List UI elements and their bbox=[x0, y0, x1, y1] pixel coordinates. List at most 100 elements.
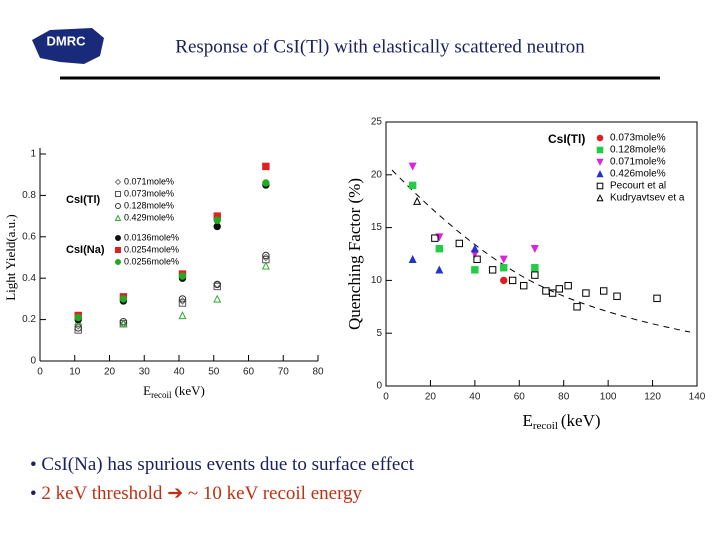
x-label-main: E bbox=[522, 411, 532, 430]
x-label-unit: (keV) bbox=[561, 411, 601, 430]
point bbox=[471, 266, 479, 274]
point bbox=[119, 295, 128, 303]
point bbox=[596, 194, 604, 202]
bullet-text: ~ 10 keV recoil energy bbox=[188, 483, 363, 504]
point bbox=[564, 281, 572, 290]
legend-label: 0.073mole% bbox=[124, 188, 174, 198]
bullet-text: 2 keV threshold bbox=[41, 483, 163, 504]
point bbox=[178, 311, 187, 320]
point bbox=[74, 313, 82, 322]
x-axis-label: Erecoil (keV) bbox=[522, 411, 600, 432]
point bbox=[531, 271, 539, 279]
point bbox=[262, 251, 270, 260]
slide-title: Response of CsI(Tl) with elastically sca… bbox=[175, 36, 585, 57]
point bbox=[115, 235, 121, 241]
y-tick-label: 1 bbox=[30, 149, 36, 160]
point bbox=[435, 245, 444, 253]
point bbox=[213, 216, 221, 224]
x-tick-label: 40 bbox=[469, 392, 481, 403]
point bbox=[582, 289, 590, 297]
point bbox=[261, 261, 270, 270]
x-tick-label: 80 bbox=[312, 367, 324, 378]
point bbox=[488, 266, 497, 274]
point bbox=[499, 255, 508, 264]
point bbox=[114, 178, 122, 186]
bullet-text: CsI(Na) has spurious events due to surfa… bbox=[41, 454, 414, 475]
point bbox=[213, 222, 221, 231]
legend-group: CsI(Tl) bbox=[66, 194, 101, 206]
y-tick-label: 0.2 bbox=[22, 314, 36, 325]
legend-label: 0.071mole% bbox=[124, 176, 174, 186]
arrow: ➔ bbox=[162, 483, 187, 504]
point bbox=[262, 162, 270, 171]
point bbox=[115, 259, 121, 265]
point bbox=[178, 299, 187, 307]
point bbox=[508, 276, 517, 285]
point bbox=[431, 234, 439, 242]
point bbox=[408, 162, 417, 171]
legend-label: 0.0254mole% bbox=[124, 244, 179, 254]
point bbox=[119, 319, 128, 328]
logo-text: DMRC bbox=[47, 33, 87, 48]
point bbox=[413, 196, 422, 205]
x-tick-label: 60 bbox=[243, 367, 255, 378]
y-axis-label: Light Yield(a.u.) bbox=[3, 214, 18, 301]
y-tick-label: 15 bbox=[371, 222, 383, 233]
point bbox=[470, 244, 479, 253]
fit-curve bbox=[391, 169, 691, 333]
legend-label: 0.429mole% bbox=[124, 212, 174, 222]
legend-label: 0.0256mole% bbox=[124, 256, 179, 266]
point bbox=[408, 181, 417, 190]
point bbox=[262, 179, 270, 187]
point bbox=[596, 170, 604, 178]
x-tick-label: 30 bbox=[139, 367, 151, 378]
point bbox=[531, 264, 539, 272]
point bbox=[600, 287, 608, 295]
legend-label: 0.0136mole% bbox=[124, 232, 179, 242]
x-label-sub: recoil bbox=[533, 420, 558, 432]
point bbox=[213, 282, 221, 291]
x-label-main: E bbox=[143, 383, 151, 398]
point bbox=[178, 295, 187, 303]
point bbox=[473, 255, 481, 263]
y-tick-label: 0 bbox=[30, 356, 36, 367]
point bbox=[596, 158, 604, 166]
y-tick-label: 5 bbox=[376, 328, 382, 339]
x-tick-label: 70 bbox=[278, 367, 290, 378]
point bbox=[408, 254, 417, 263]
point bbox=[74, 326, 82, 334]
point bbox=[115, 247, 121, 253]
x-tick-label: 0 bbox=[383, 392, 389, 403]
point bbox=[500, 276, 508, 285]
bullet-2: • 2 keV threshold ➔ ~ 10 keV recoil ener… bbox=[30, 483, 363, 504]
point bbox=[548, 289, 557, 297]
point bbox=[520, 281, 528, 290]
point bbox=[596, 182, 604, 190]
point bbox=[114, 214, 122, 221]
point bbox=[542, 287, 550, 295]
point bbox=[74, 324, 82, 332]
logo-shape bbox=[32, 28, 104, 64]
x-tick-label: 120 bbox=[644, 392, 661, 403]
bullets: • CsI(Na) has spurious events due to sur… bbox=[30, 454, 415, 504]
x-axis-label: Erecoil (keV) bbox=[143, 383, 205, 400]
y-tick-label: 10 bbox=[371, 275, 383, 286]
x-tick-label: 140 bbox=[689, 392, 706, 403]
legend-label: 0.073mole% bbox=[610, 133, 666, 144]
legend-label: 0.128mole% bbox=[610, 145, 666, 156]
point bbox=[435, 265, 444, 274]
legend-group: CsI(Na) bbox=[66, 244, 105, 256]
point bbox=[573, 303, 581, 311]
y-tick-label: 20 bbox=[371, 169, 383, 180]
y-tick-label: 0.8 bbox=[22, 190, 36, 201]
point bbox=[213, 280, 221, 289]
bullet-1: • CsI(Na) has spurious events due to sur… bbox=[30, 454, 415, 475]
logo: DMRC bbox=[32, 28, 104, 64]
legend-label: Pecourt et al bbox=[610, 181, 666, 192]
y-tick-label: 25 bbox=[371, 117, 383, 128]
point bbox=[613, 292, 621, 300]
x-tick-label: 20 bbox=[425, 392, 437, 403]
legend-label: 0.071mole% bbox=[610, 157, 666, 168]
y-tick-label: 0.4 bbox=[22, 273, 36, 284]
